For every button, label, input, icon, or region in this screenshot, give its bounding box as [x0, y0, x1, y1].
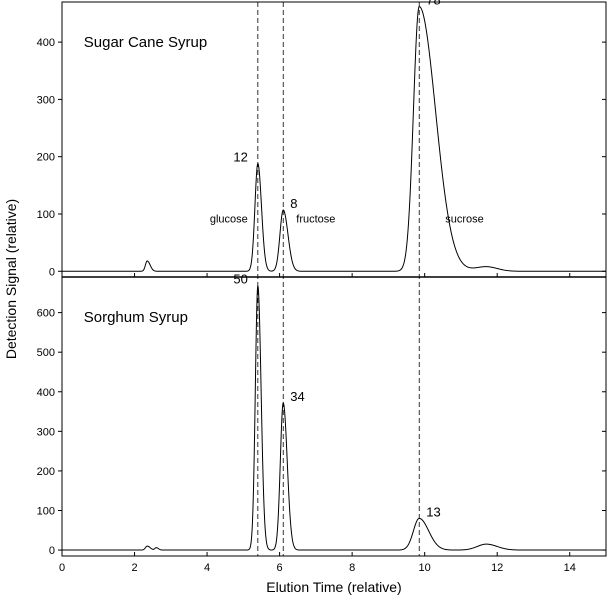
y-tick-label: 500	[37, 347, 55, 359]
trace-line	[62, 285, 606, 551]
x-axis-title: Elution Time (relative)	[266, 579, 401, 595]
x-tick-label: 12	[491, 562, 503, 574]
y-tick-label: 600	[37, 308, 55, 320]
y-axis-title: Detection Signal (relative)	[3, 199, 19, 359]
y-tick-label: 100	[37, 505, 55, 517]
y-tick-label: 0	[49, 266, 55, 278]
y-tick-label: 0	[49, 545, 55, 557]
compound-label: glucose	[210, 214, 248, 226]
reference-lines	[257, 2, 420, 556]
peak-label: 78	[426, 0, 440, 8]
plot-border	[61, 1, 607, 557]
y-tick-label: 200	[37, 152, 55, 164]
x-tick-label: 8	[349, 562, 355, 574]
panel-sugar-cane: 0 100 200 300 400 Sugar Cane Syrup 12 8 78 glucos…	[37, 0, 606, 278]
trace-line	[62, 6, 606, 272]
y-tick-label: 200	[37, 466, 55, 478]
x-tick-label: 14	[564, 562, 576, 574]
y-tick-label: 400	[37, 387, 55, 399]
peak-label: 8	[290, 196, 297, 211]
compound-label: fructose	[296, 214, 335, 226]
compound-label: sucrose	[445, 214, 484, 226]
y-tick-label: 400	[37, 37, 55, 49]
y-tick-label: 300	[37, 426, 55, 438]
x-tick-label: 4	[204, 562, 210, 574]
peak-label: 12	[233, 150, 247, 165]
peak-label: 34	[290, 389, 304, 404]
x-axis: 0 2 4 6 8 10 12 14	[59, 273, 576, 574]
peak-label: 13	[426, 504, 440, 519]
y-tick-label: 300	[37, 94, 55, 106]
x-tick-label: 2	[131, 562, 137, 574]
x-tick-label: 10	[419, 562, 431, 574]
panel-title: Sugar Cane Syrup	[84, 34, 207, 51]
peak-label: 50	[233, 272, 247, 287]
panel-sorghum: 0 100 200 300 400 500 600 Sorghum Syrup 50 34 13	[37, 272, 606, 557]
x-tick-label: 0	[59, 562, 65, 574]
plot-frame	[61, 1, 607, 557]
x-tick-label: 6	[277, 562, 283, 574]
panel-title: Sorghum Syrup	[84, 309, 188, 326]
y-tick-label: 100	[37, 209, 55, 221]
